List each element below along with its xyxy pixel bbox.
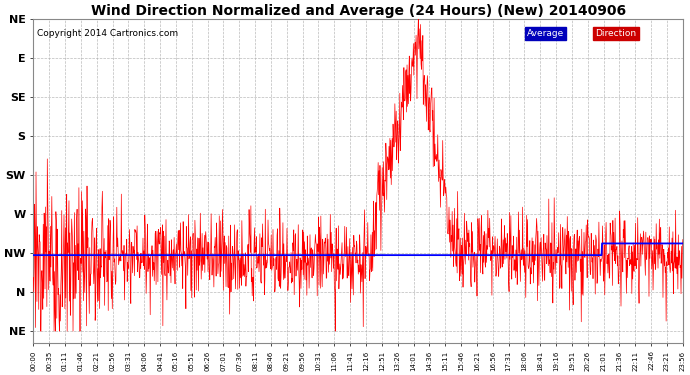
- Text: Copyright 2014 Cartronics.com: Copyright 2014 Cartronics.com: [37, 29, 178, 38]
- Text: Average: Average: [527, 29, 564, 38]
- Text: Direction: Direction: [595, 29, 636, 38]
- Title: Wind Direction Normalized and Average (24 Hours) (New) 20140906: Wind Direction Normalized and Average (2…: [90, 4, 626, 18]
